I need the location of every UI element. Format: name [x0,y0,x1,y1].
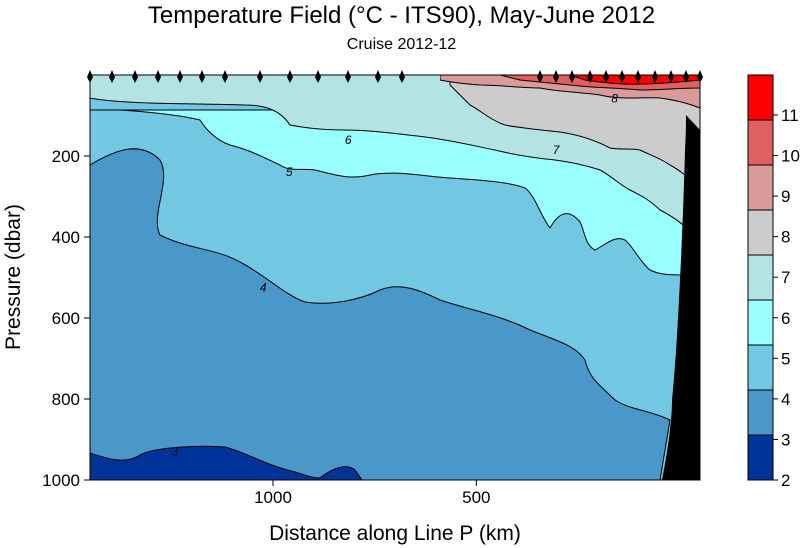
station-marker [537,70,543,83]
y-axis-ticks: 200 400 600 800 1000 [42,147,90,490]
station-marker [257,70,263,83]
y-tick-label: 600 [52,309,80,328]
station-marker [315,70,321,83]
colorbar-label: 2 [781,471,790,490]
station-marker [177,70,183,83]
station-marker [587,70,593,83]
colorbar-label: 11 [781,106,799,125]
y-tick-label: 800 [52,390,80,409]
contour-label-5: 5 [286,165,293,179]
band-10-11 [569,74,701,85]
station-marker [375,70,381,83]
chart-subtitle: Cruise 2012-12 [346,36,457,53]
x-tick-label: 1000 [254,488,292,507]
colorbar-label: 4 [781,390,790,409]
x-axis-label: Distance along Line P (km) [269,522,521,545]
band-7-8 [449,74,701,186]
band-2-3 [89,445,363,481]
colorbar-segment [747,434,774,481]
temperature-bands [89,74,701,481]
contour-labels: 3 4 5 6 7 8 [171,91,618,458]
colorbar-label: 5 [781,349,790,368]
seafloor-topography [662,115,700,480]
chart-title: Temperature Field (°C - ITS90), May-June… [147,2,656,29]
station-marker [697,70,703,83]
station-marker [619,70,625,83]
colorbar-segment [747,74,774,121]
station-marker [132,70,138,83]
y-tick-label: 1000 [42,471,80,490]
colorbar-segment [747,344,774,391]
station-marker [199,70,205,83]
colorbar-label: 3 [781,430,790,449]
station-marker [603,70,609,83]
station-marker [569,70,575,83]
contour-label-8: 8 [611,91,618,105]
x-tick-label: 500 [462,488,490,507]
station-marker [683,70,689,83]
y-tick-label: 200 [52,147,80,166]
colorbar-label: 6 [781,309,790,328]
station-marker [553,70,559,83]
station-marker [155,70,161,83]
contour-label-7: 7 [553,143,561,157]
station-marker [668,70,674,83]
colorbar-segment [747,254,774,301]
station-marker [345,70,351,83]
colorbar-label: 9 [781,187,790,206]
station-marker [222,70,228,83]
contour-label-4: 4 [260,281,267,295]
colorbar-segment [747,164,774,211]
colorbar-label: 8 [781,228,790,247]
station-marker [287,70,293,83]
station-markers [87,70,703,83]
station-marker [399,70,405,83]
station-marker [109,70,115,83]
colorbar-segment [747,299,774,346]
station-marker [652,70,658,83]
colorbar-label: 10 [781,147,800,166]
contour-label-3: 3 [171,445,178,459]
station-marker [635,70,641,83]
band-3-4 [89,148,671,481]
x-axis-ticks: 1000 500 [254,480,491,507]
station-marker [87,70,93,83]
colorbar-segment [747,119,774,166]
surface-band [90,75,440,92]
contour-label-6: 6 [345,133,352,147]
colorbar-segment [747,209,774,256]
y-axis-label: Pressure (dbar) [2,204,25,350]
colorbar-label: 7 [781,268,790,287]
y-tick-label: 400 [52,228,80,247]
colorbar-segment [747,389,774,436]
plot-frame [89,74,701,481]
colorbar: 2 3 4 5 6 7 8 9 10 11 [747,74,800,490]
